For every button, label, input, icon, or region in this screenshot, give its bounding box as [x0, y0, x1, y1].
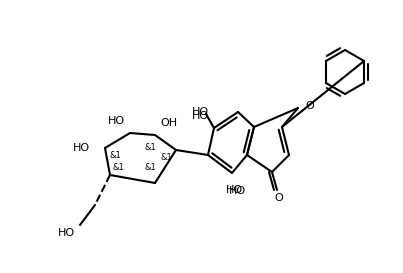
Text: &1: &1	[144, 164, 156, 173]
Text: &1: &1	[160, 153, 172, 162]
Text: O: O	[274, 193, 283, 203]
Text: HO: HO	[108, 116, 125, 126]
Text: HO: HO	[58, 228, 75, 238]
Text: HO: HO	[192, 111, 209, 121]
Text: HO: HO	[229, 186, 245, 196]
Text: &1: &1	[112, 162, 124, 171]
Text: &1: &1	[144, 143, 156, 152]
Text: O: O	[305, 101, 314, 111]
Text: OH: OH	[160, 118, 177, 128]
Text: HO: HO	[225, 185, 243, 195]
Text: &1: &1	[109, 152, 121, 161]
Text: HO: HO	[73, 143, 90, 153]
Text: HO: HO	[192, 107, 209, 117]
